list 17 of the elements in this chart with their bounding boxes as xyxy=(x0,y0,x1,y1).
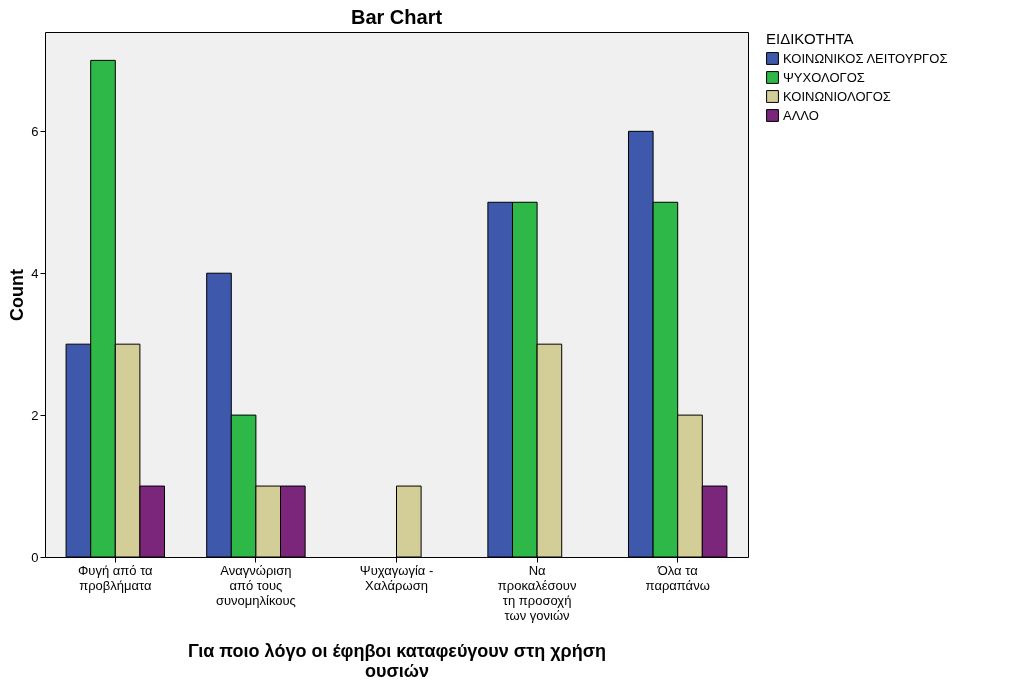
legend-label: ΚΟΙΝΩΝΙΟΛΟΓΟΣ xyxy=(783,88,891,104)
x-tick-label: Ψυχαγωγία - Χαλάρωση xyxy=(359,562,434,593)
y-axis-title: Count xyxy=(7,269,28,321)
x-tick-label: Να προκαλέσουν τη προσοχή των γονιών xyxy=(497,562,577,623)
legend-label: ΑΛΛΟ xyxy=(783,107,819,123)
y-tick-label: 2 xyxy=(31,407,39,423)
chart-title: Bar Chart xyxy=(350,6,443,28)
legend-label: ΚΟΙΝΩΝΙΚΟΣ ΛΕΙΤΟΥΡΓΟΣ xyxy=(783,50,948,66)
legend-label: ΨΥΧΟΛΟΓΟΣ xyxy=(783,69,865,85)
y-tick-label: 6 xyxy=(31,123,39,139)
y-tick-label: 0 xyxy=(31,549,39,565)
x-tick-label: Όλα τα παραπάνω xyxy=(645,562,710,593)
legend-title: ΕΙΔΙΚΟΤΗΤΑ xyxy=(766,30,854,47)
x-tick-label: Φυγή από τα προβλήματα xyxy=(77,562,154,593)
x-axis-title: Για ποιο λόγο οι έφηβοι καταφεύγουν στη χρήση ουσιών xyxy=(188,640,606,681)
y-tick-label: 4 xyxy=(31,265,39,281)
x-tick-label: Αναγνώριση από τους συνομηλίκους xyxy=(215,562,296,608)
